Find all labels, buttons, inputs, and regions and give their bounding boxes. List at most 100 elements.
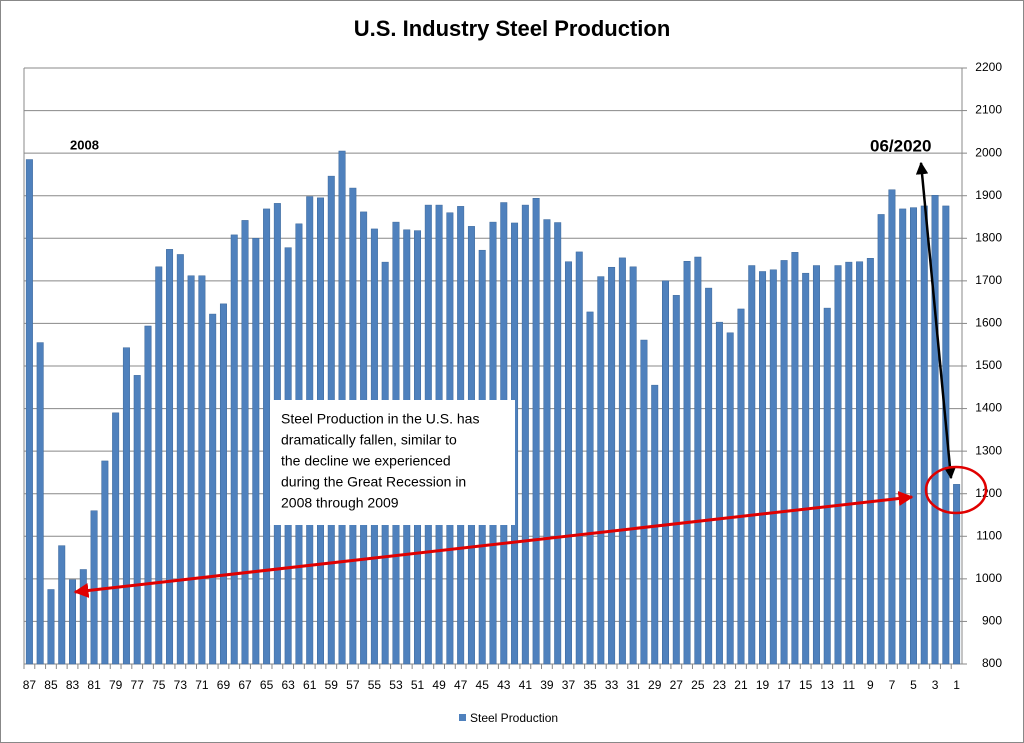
bar [79,569,87,665]
x-tick-label: 7 [889,678,896,692]
x-tick-label: 55 [368,678,382,692]
y-tick-label: 1700 [975,273,1002,287]
bar [888,189,896,665]
bar [597,276,605,665]
x-tick-label: 5 [910,678,917,692]
x-tick-label: 19 [756,678,770,692]
x-tick-label: 21 [734,678,748,692]
x-tick-label: 43 [497,678,511,692]
x-tick-label: 17 [777,678,791,692]
bar [133,375,141,665]
bar [608,266,616,665]
x-tick-label: 77 [131,678,145,692]
bar [640,339,648,665]
x-tick-label: 33 [605,678,619,692]
x-tick-label: 11 [843,678,856,692]
bar [705,287,713,665]
y-tick-label: 2200 [975,60,1002,74]
x-tick-label: 79 [109,678,123,692]
x-tick-label: 41 [519,678,533,692]
legend-swatch [459,714,466,721]
bar [769,269,777,665]
bar [25,159,33,665]
x-tick-label: 75 [152,678,166,692]
y-tick-label: 2100 [975,103,1002,117]
x-tick-label: 9 [867,678,874,692]
bar [802,272,810,665]
bar [618,257,626,665]
note-line: during the Great Recession in [281,474,466,490]
x-tick-label: 67 [238,678,252,692]
bar [543,219,551,665]
note-line: the decline we experienced [281,453,451,469]
bar [877,214,885,665]
bar [759,271,767,665]
legend-label: Steel Production [470,711,558,725]
bar [920,205,928,665]
x-tick-label: 59 [325,678,339,692]
bar [521,204,529,665]
bar [662,280,669,665]
x-tick-label: 73 [174,678,188,692]
note-line: Steel Production in the U.S. has [281,411,479,427]
bar [187,275,195,665]
x-tick-label: 63 [281,678,295,692]
bar [845,261,853,665]
bar [575,251,583,665]
bar [69,579,77,665]
bar [198,275,206,665]
x-tick-label: 1 [953,678,960,692]
x-tick-label: 71 [195,678,209,692]
y-tick-label: 1100 [976,528,1002,542]
bar [737,308,745,665]
red-arrow [73,491,914,598]
bar [726,332,734,665]
annotation-start: 2008 [70,137,99,152]
x-tick-label: 13 [821,678,835,692]
bar [931,195,939,665]
x-tick-label: 87 [23,678,37,692]
bar [586,311,594,665]
y-tick-label: 1500 [975,358,1002,372]
y-tick-label: 2000 [975,145,1002,159]
bar [629,266,637,665]
bar [112,412,120,665]
x-tick-label: 25 [691,678,705,692]
x-tick-label: 27 [670,678,684,692]
x-tick-label: 53 [389,678,403,692]
bar [58,545,66,665]
bar [47,589,55,665]
bar [166,249,174,665]
bar [856,261,864,665]
bar [564,261,572,665]
x-tick-label: 37 [562,678,576,692]
annotation-end: 06/2020 [870,136,931,155]
bar [899,208,907,665]
x-tick-label: 57 [346,678,360,692]
x-tick-label: 3 [932,678,939,692]
y-tick-label: 1000 [975,571,1002,585]
x-tick-label: 15 [799,678,813,692]
bar [155,266,163,665]
x-tick-label: 51 [411,678,425,692]
bar [748,265,756,665]
x-tick-label: 29 [648,678,662,692]
x-tick-label: 61 [303,678,317,692]
bar [780,260,788,665]
y-tick-label: 800 [982,656,1002,670]
bar [90,510,98,665]
note-line: 2008 through 2009 [281,495,399,511]
chart-title: U.S. Industry Steel Production [354,16,671,41]
bar [554,222,562,665]
y-tick-label: 1800 [975,230,1002,244]
y-tick-label: 1600 [975,316,1002,330]
bar [36,342,44,665]
bar [144,325,152,665]
y-tick-label: 1900 [975,188,1002,202]
bar [209,313,217,665]
bar [834,265,842,665]
bar [694,256,702,665]
x-tick-label: 23 [713,678,727,692]
bar [230,234,238,665]
